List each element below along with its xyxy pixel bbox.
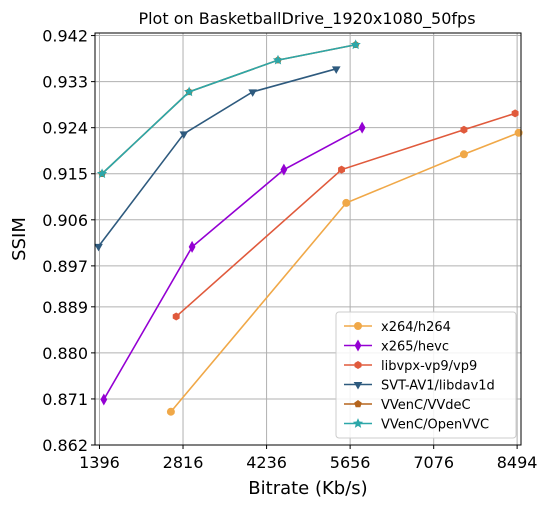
- series-2: [172, 109, 519, 321]
- series-line: [101, 43, 356, 175]
- y-tick-label: 0.915: [42, 165, 88, 184]
- legend-label: x264/h264: [381, 320, 451, 335]
- y-tick-label: 0.889: [42, 298, 88, 317]
- x-tick-label: 2816: [163, 453, 204, 472]
- series-4: [98, 40, 360, 177]
- data-point: [94, 243, 103, 252]
- chart-title: Plot on BasketballDrive_1920x1080_50fps: [138, 9, 475, 29]
- y-tick-label: 0.942: [42, 27, 88, 46]
- legend-marker: [354, 339, 362, 352]
- legend-marker: [354, 322, 362, 330]
- data-point: [280, 163, 288, 176]
- y-tick-label: 0.871: [42, 390, 88, 409]
- series-line: [103, 126, 363, 400]
- legend-entry: x264/h264: [344, 320, 451, 335]
- legend-label: SVT-AV1/libdav1d: [381, 379, 495, 394]
- y-tick-label: 0.906: [42, 211, 88, 230]
- data-point: [100, 393, 108, 406]
- legend-box: [335, 311, 517, 439]
- data-point: [331, 66, 341, 74]
- legend: x264/h264 x265/hevc libvpx-vp9/vp9 SVT-AV1/…: [335, 311, 517, 439]
- x-axis-title: Bitrate (Kb/s): [248, 478, 367, 499]
- data-point: [350, 39, 361, 50]
- legend-marker: [354, 361, 362, 369]
- data-point: [272, 54, 284, 65]
- y-tick-label: 0.924: [42, 119, 88, 138]
- x-tick-label: 5656: [330, 453, 371, 472]
- series-5: [96, 39, 361, 179]
- series-1: [100, 121, 366, 406]
- axis-ticks: 1396 2816 4236 5656 7076 8494 0.862 0.871 0.880 0…: [42, 27, 537, 472]
- legend-marker: [353, 382, 363, 390]
- legend-label: libvpx-vp9/vp9: [381, 359, 477, 374]
- x-tick-label: 7076: [413, 453, 454, 472]
- legend-label: x265/hevc: [381, 340, 449, 355]
- series-line: [170, 132, 519, 413]
- data-point: [172, 312, 180, 321]
- legend-entry: VVenC/OpenVVC: [344, 418, 489, 433]
- legend-marker: [352, 418, 364, 428]
- x-tick-label: 4236: [246, 453, 287, 472]
- data-point: [96, 168, 108, 179]
- data-point: [511, 109, 519, 118]
- y-tick-label: 0.933: [42, 73, 88, 92]
- data-point: [338, 165, 345, 174]
- y-tick-label: 0.880: [42, 344, 88, 363]
- legend-label: VVenC/OpenVVC: [381, 418, 489, 433]
- x-tick-label: 1396: [79, 453, 120, 472]
- legend-entry: SVT-AV1/libdav1d: [344, 379, 495, 394]
- legend-label: VVenC/VVdeC: [381, 398, 471, 413]
- legend-entry: x265/hevc: [344, 339, 449, 355]
- data-point: [188, 240, 196, 253]
- data-point: [179, 131, 189, 139]
- data-point: [184, 86, 195, 97]
- plot-frame: [94, 32, 522, 446]
- data-point: [166, 407, 175, 416]
- legend-marker: [354, 400, 362, 408]
- legend-entry: libvpx-vp9/vp9: [344, 359, 477, 374]
- y-tick-label: 0.862: [42, 436, 88, 455]
- legend-entry: VVenC/VVdeC: [344, 398, 471, 413]
- data-point: [248, 89, 258, 97]
- series-line: [175, 112, 516, 318]
- y-axis-title: SSIM: [9, 217, 30, 261]
- data-point: [459, 150, 468, 159]
- data-point: [358, 121, 366, 134]
- y-tick-label: 0.897: [42, 257, 88, 276]
- data-point: [460, 125, 468, 134]
- series-line: [101, 43, 356, 175]
- data-point: [342, 198, 351, 207]
- series-3: [94, 66, 341, 252]
- grid: [95, 33, 521, 446]
- x-tick-label: 8494: [497, 453, 538, 472]
- series-line: [97, 68, 337, 247]
